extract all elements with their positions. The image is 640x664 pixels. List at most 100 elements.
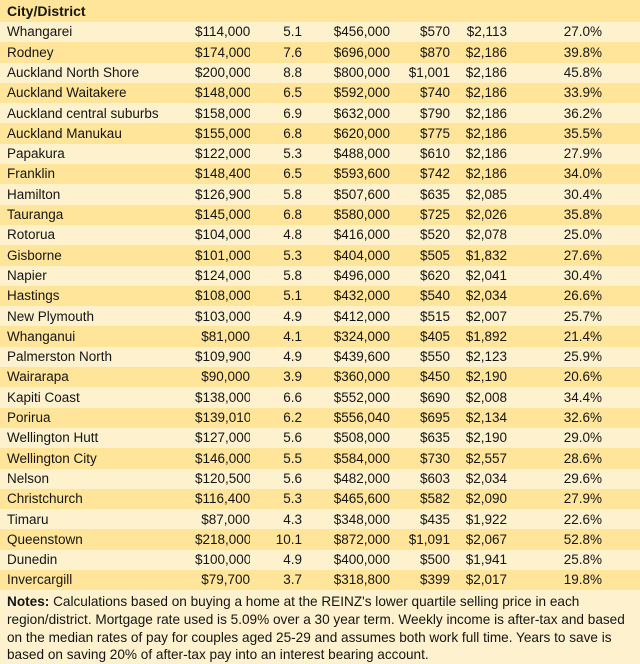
- table-cell: $2,186: [450, 164, 507, 185]
- table-cell: 5.1: [250, 285, 302, 307]
- table-cell: $2,067: [450, 529, 507, 550]
- table-cell: $2,041: [450, 265, 507, 286]
- table-row: Kapiti Coast $138,000 6.6 $552,000 $690 $2,00…: [0, 387, 640, 408]
- table-cell: 3.9: [250, 367, 302, 388]
- table-cell: $635: [390, 184, 450, 205]
- city-cell: Christchurch: [0, 488, 195, 510]
- table-cell: $155,000: [195, 123, 250, 144]
- table-cell: $90,000: [195, 367, 250, 388]
- table-cell: $103,000: [195, 306, 250, 327]
- table-cell: $114,000: [195, 22, 250, 43]
- table-cell: 7.6: [250, 42, 302, 63]
- table-cell: 5.3: [250, 245, 302, 266]
- table-cell: $2,113: [450, 22, 507, 43]
- notes: Notes: Calculations based on buying a ho…: [0, 590, 640, 664]
- table-row: Wellington City $146,000 5.5 $584,000 $730 $2…: [0, 448, 640, 469]
- table-cell: $120,500: [195, 468, 250, 489]
- table-cell: $742: [390, 164, 450, 185]
- table-row: Franklin $148,400 6.5 $593,600 $742 $2,186 34.…: [0, 164, 640, 185]
- table-cell: $505: [390, 245, 450, 266]
- table-cell: $496,000: [302, 265, 390, 286]
- table-cell: $2,123: [450, 346, 507, 368]
- table-cell: 4.3: [250, 509, 302, 530]
- table-cell: $456,000: [302, 22, 390, 43]
- table-cell: $870: [390, 42, 450, 63]
- table-cell: $1,922: [450, 509, 507, 530]
- table-cell: $550: [390, 346, 450, 368]
- table-cell: $1,091: [390, 529, 450, 550]
- table-cell: 5.1: [250, 22, 302, 43]
- table-cell: 21.4%: [507, 326, 640, 347]
- column-header: [450, 0, 507, 22]
- table-cell: $690: [390, 387, 450, 408]
- table-cell: $632,000: [302, 103, 390, 124]
- table-cell: $1,892: [450, 326, 507, 347]
- table-cell: 25.7%: [507, 306, 640, 327]
- table-cell: $603: [390, 468, 450, 489]
- table-cell: 36.2%: [507, 103, 640, 124]
- table-cell: $790: [390, 103, 450, 124]
- table-cell: 4.9: [250, 306, 302, 327]
- table-row: Dunedin $100,000 4.9 $400,000 $500 $1,941 25.8…: [0, 549, 640, 571]
- table-cell: $500: [390, 549, 450, 571]
- table-cell: 6.2: [250, 407, 302, 428]
- table-cell: $482,000: [302, 468, 390, 489]
- table-cell: $580,000: [302, 204, 390, 225]
- table-row: Nelson $120,500 5.6 $482,000 $603 $2,034 29.6%: [0, 468, 640, 489]
- table-cell: $348,000: [302, 509, 390, 530]
- table-cell: $79,700: [195, 570, 250, 591]
- table-cell: 5.3: [250, 143, 302, 165]
- city-cell: Auckland central suburbs: [0, 103, 195, 124]
- table-cell: $158,000: [195, 103, 250, 124]
- table-cell: $87,000: [195, 509, 250, 530]
- table-cell: $465,600: [302, 488, 390, 510]
- table-cell: $360,000: [302, 367, 390, 388]
- table-cell: $439,600: [302, 346, 390, 368]
- table-cell: 30.4%: [507, 184, 640, 205]
- table-cell: $584,000: [302, 448, 390, 469]
- column-header: [195, 0, 250, 22]
- table-cell: $800,000: [302, 62, 390, 83]
- table-cell: 28.6%: [507, 448, 640, 469]
- table-cell: $593,600: [302, 164, 390, 185]
- table-cell: $540: [390, 285, 450, 307]
- column-header: [302, 0, 390, 22]
- table-cell: 6.5: [250, 82, 302, 104]
- table-cell: $116,400: [195, 488, 250, 510]
- table-cell: $730: [390, 448, 450, 469]
- column-header: [250, 0, 302, 22]
- table-cell: $570: [390, 22, 450, 43]
- table-cell: $2,186: [450, 123, 507, 144]
- table-cell: 25.9%: [507, 346, 640, 368]
- table-row: Timaru $87,000 4.3 $348,000 $435 $1,922 22.6%: [0, 509, 640, 530]
- table-cell: $127,000: [195, 427, 250, 449]
- city-cell: Rotorua: [0, 224, 195, 246]
- table-row: Queenstown $218,000 10.1 $872,000 $1,091 $2,0…: [0, 529, 640, 550]
- table-cell: 30.4%: [507, 265, 640, 286]
- table-cell: $324,000: [302, 326, 390, 347]
- table-cell: 19.8%: [507, 570, 640, 591]
- table-body: Whangarei $114,000 5.1 $456,000 $570 $2,113 27…: [0, 22, 640, 591]
- table-cell: $2,186: [450, 62, 507, 83]
- table-row: Porirua $139,010 6.2 $556,040 $695 $2,134 32.6…: [0, 407, 640, 428]
- table-cell: $126,900: [195, 184, 250, 205]
- city-cell: Rodney: [0, 42, 195, 63]
- table-cell: $696,000: [302, 42, 390, 63]
- table-cell: $740: [390, 82, 450, 104]
- table-cell: 35.5%: [507, 123, 640, 144]
- table-cell: $2,090: [450, 488, 507, 510]
- table-cell: 4.9: [250, 346, 302, 368]
- table-cell: 4.9: [250, 549, 302, 571]
- table-row: Invercargill $79,700 3.7 $318,800 $399 $2,017…: [0, 570, 640, 591]
- city-cell: Auckland Waitakere: [0, 82, 195, 104]
- city-cell: Nelson: [0, 468, 195, 489]
- table-row: Rodney $174,000 7.6 $696,000 $870 $2,186 39.8%: [0, 42, 640, 63]
- table-cell: $1,001: [390, 62, 450, 83]
- city-cell: Auckland Manukau: [0, 123, 195, 144]
- table-cell: $1,832: [450, 245, 507, 266]
- table-cell: $450: [390, 367, 450, 388]
- table-row: New Plymouth $103,000 4.9 $412,000 $515 $2,00…: [0, 306, 640, 327]
- table-row: Napier $124,000 5.8 $496,000 $620 $2,041 30.4%: [0, 265, 640, 286]
- table-cell: 4.8: [250, 224, 302, 246]
